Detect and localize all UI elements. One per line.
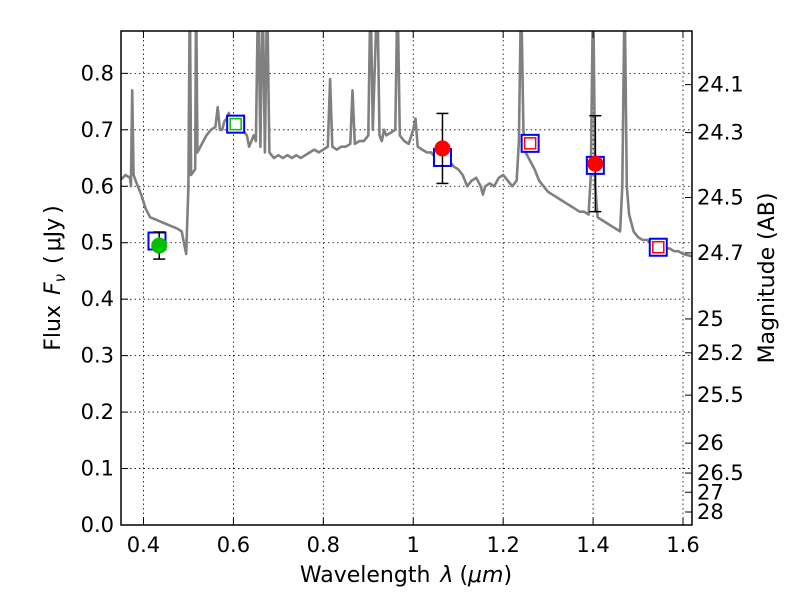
y2-axis-title: Magnitude (AB) [755, 193, 780, 364]
y-tick-label: 0.8 [81, 61, 114, 85]
x-tick-label: 1 [407, 533, 420, 557]
y-tick-label: 0.2 [81, 400, 114, 424]
magnitude-tick-label: 27 [697, 480, 724, 504]
x-axis-title-text: Wavelength [300, 563, 431, 588]
magnitude-tick-label: 26 [697, 431, 724, 455]
inner-box-marker [229, 117, 242, 131]
magnitude-tick-label: 24.5 [697, 186, 744, 210]
y-axis-symbol: F [41, 282, 66, 295]
x-tick-label: 0.4 [127, 533, 160, 557]
y-tick-label: 0.4 [81, 287, 114, 311]
magnitude-tick-label: 25.5 [697, 383, 744, 407]
detection-point [434, 140, 451, 157]
y-tick-label: 0.1 [81, 457, 114, 481]
inner-box-marker [523, 137, 537, 150]
x-tick-labels: 0.4 0.6 0.8 1 1.2 1.4 1.6 [127, 533, 700, 557]
y-tick-label: 0.3 [81, 344, 114, 368]
x-tick-label: 0.8 [307, 533, 340, 557]
markers-layer [147, 112, 668, 260]
magnitude-tick-label: 25 [697, 307, 724, 331]
y-tick-label: 0.7 [81, 118, 114, 142]
y-tick-labels: 0.0 0.1 0.2 0.3 0.4 0.5 0.6 0.7 0.8 [81, 61, 114, 537]
y-axis-title-text: Flux [41, 305, 66, 351]
magnitude-tick-label: 24.7 [697, 241, 744, 265]
x-tick-label: 1.2 [486, 533, 519, 557]
model-box-marker [226, 114, 246, 134]
x-tick-label: 1.6 [666, 533, 699, 557]
x-tick-label: 0.6 [217, 533, 250, 557]
y-axis-unit: μJy [41, 218, 66, 252]
inner-box-marker [652, 240, 665, 254]
model-spectrum-line [121, 31, 692, 258]
x-tick-label: 1.4 [576, 533, 609, 557]
magnitude-tick-label: 28 [697, 500, 724, 524]
magnitude-tick-label: 25.2 [697, 341, 744, 365]
detection-point [587, 155, 604, 172]
y-axis-subscript: ν [51, 274, 69, 282]
x-axis-symbol: λ [439, 563, 453, 588]
spectrum-layer [121, 31, 692, 258]
model-box-marker [648, 237, 668, 257]
y-tick-label: 0.6 [81, 174, 114, 198]
plot-frame [120, 30, 693, 526]
y-tick-label: 0.0 [81, 513, 114, 537]
x-axis-unit: μm [467, 563, 503, 588]
magnitude-tick-label: 24.1 [697, 73, 744, 97]
detection-point [151, 237, 168, 254]
y-tick-label: 0.5 [81, 231, 114, 255]
magnitude-tick-label: 24.3 [697, 121, 744, 145]
plot-background [121, 31, 692, 525]
axis-ticks [121, 31, 692, 526]
y-axis-title: FluxFν(μJy) [41, 205, 69, 350]
magnitude-tick-label: 26.5 [697, 461, 744, 485]
x-axis-title: Wavelength λ (μm) [300, 563, 512, 588]
model-box-marker [520, 133, 540, 153]
